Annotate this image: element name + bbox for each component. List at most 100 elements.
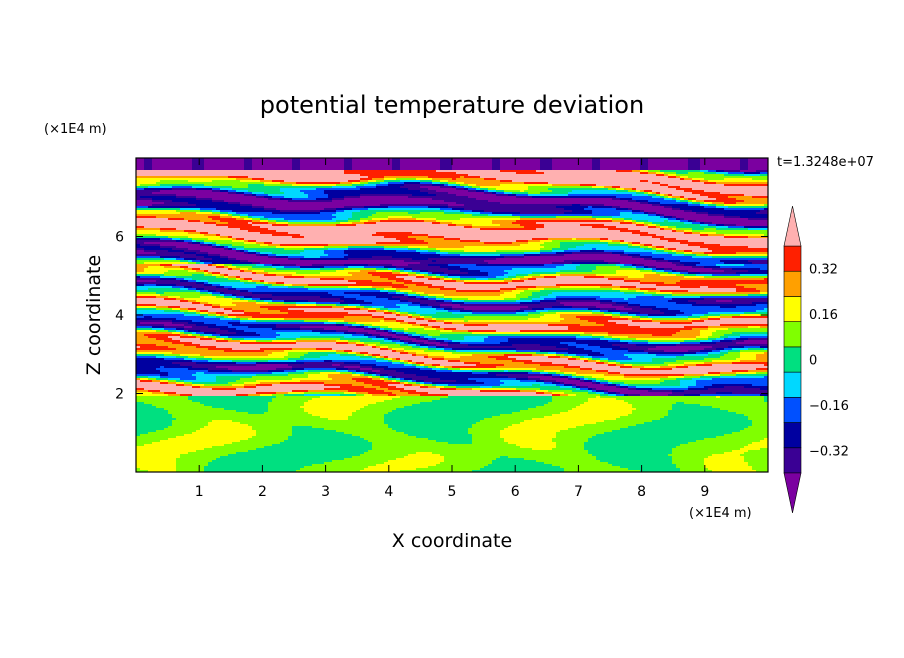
heatmap-cell (268, 354, 288, 357)
heatmap-cell (668, 412, 736, 415)
heatmap-cell (180, 364, 256, 367)
heatmap-cell (532, 300, 540, 303)
heatmap-cell (220, 244, 232, 247)
heatmap-cell (452, 366, 496, 369)
heatmap-cell (712, 334, 724, 337)
heatmap-cell (412, 354, 416, 357)
heatmap-cell (404, 260, 432, 263)
heatmap-cell (448, 384, 500, 387)
heatmap-cell (552, 448, 584, 451)
heatmap-cell (188, 202, 228, 205)
heatmap-cell (352, 164, 392, 167)
heatmap-cell (632, 410, 668, 413)
heatmap-cell (592, 310, 600, 313)
heatmap-cell (640, 318, 652, 321)
heatmap-cell (672, 250, 676, 253)
heatmap-cell (220, 212, 228, 215)
heatmap-cell (564, 318, 580, 321)
heatmap-cell (560, 342, 576, 345)
heatmap-cell (400, 358, 432, 361)
heatmap-cell (708, 170, 716, 173)
heatmap-cell (136, 256, 160, 259)
heatmap-cell (236, 362, 256, 365)
heatmap-cell (352, 414, 384, 417)
heatmap-cell (344, 300, 364, 303)
heatmap-cell (352, 158, 392, 161)
heatmap-cell (392, 428, 468, 431)
heatmap-cell (164, 358, 184, 361)
heatmap-cell (412, 378, 440, 381)
heatmap-cell (484, 192, 492, 195)
heatmap-cell (648, 212, 656, 215)
heatmap-cell (664, 258, 768, 261)
heatmap-cell (184, 358, 196, 361)
heatmap-cell (400, 306, 420, 309)
heatmap-cell (240, 276, 284, 279)
heatmap-cell (416, 436, 472, 439)
heatmap-cell (420, 382, 424, 385)
heatmap-cell (528, 240, 540, 243)
heatmap-cell (536, 222, 620, 225)
heatmap-cell (140, 322, 172, 325)
heatmap-cell (188, 452, 236, 455)
heatmap-cell (364, 438, 428, 441)
heatmap-cell (620, 346, 656, 349)
heatmap-cell (668, 220, 680, 223)
heatmap-cell (560, 430, 612, 433)
heatmap-cell (428, 278, 440, 281)
heatmap-cell (740, 274, 768, 277)
heatmap-cell (216, 380, 236, 383)
heatmap-cell (460, 356, 488, 359)
heatmap-cell (464, 182, 524, 185)
heatmap-cell (136, 214, 220, 217)
heatmap-cell (744, 414, 768, 417)
heatmap-cell (636, 388, 652, 391)
heatmap-cell (676, 378, 692, 381)
heatmap-cell (204, 304, 212, 307)
heatmap-cell (344, 206, 364, 209)
heatmap-cell (464, 204, 572, 207)
heatmap-cell (204, 262, 212, 265)
heatmap-cell (488, 356, 508, 359)
heatmap-cell (344, 252, 420, 255)
heatmap-cell (620, 312, 628, 315)
heatmap-cell (196, 372, 204, 375)
heatmap-cell (176, 194, 244, 197)
heatmap-cell (136, 226, 144, 229)
heatmap-cell (572, 262, 608, 265)
heatmap-cell (192, 326, 208, 329)
heatmap-cell (392, 376, 396, 379)
heatmap-cell (596, 274, 644, 277)
heatmap-cell (176, 380, 184, 383)
heatmap-cell (256, 386, 340, 389)
heatmap-cell (616, 170, 632, 173)
heatmap-cell (588, 320, 608, 323)
heatmap-cell (276, 326, 300, 329)
heatmap-cell (736, 198, 768, 201)
heatmap-cell (384, 180, 400, 183)
heatmap-cell (672, 270, 676, 273)
heatmap-cell (672, 298, 704, 301)
heatmap-cell (244, 278, 252, 281)
heatmap-cell (380, 376, 384, 379)
heatmap-cell (136, 428, 164, 431)
heatmap-cell (136, 250, 144, 253)
heatmap-cell (344, 172, 456, 175)
heatmap-cell (684, 250, 692, 253)
heatmap-cell (716, 206, 728, 209)
heatmap-cell (336, 304, 348, 307)
heatmap-cell (464, 302, 520, 305)
heatmap-cell (668, 248, 676, 251)
heatmap-cell (632, 366, 644, 369)
heatmap-cell (284, 218, 332, 221)
heatmap-cell (228, 276, 236, 279)
heatmap-cell (440, 222, 452, 225)
heatmap-cell (252, 224, 272, 227)
colorbar-tick-label: −0.32 (809, 444, 849, 459)
heatmap-cell (696, 364, 712, 367)
heatmap-cell (732, 392, 768, 395)
heatmap-cell (724, 224, 736, 227)
heatmap-cell (676, 264, 684, 267)
heatmap-cell (344, 166, 352, 169)
heatmap-cell (472, 434, 500, 437)
